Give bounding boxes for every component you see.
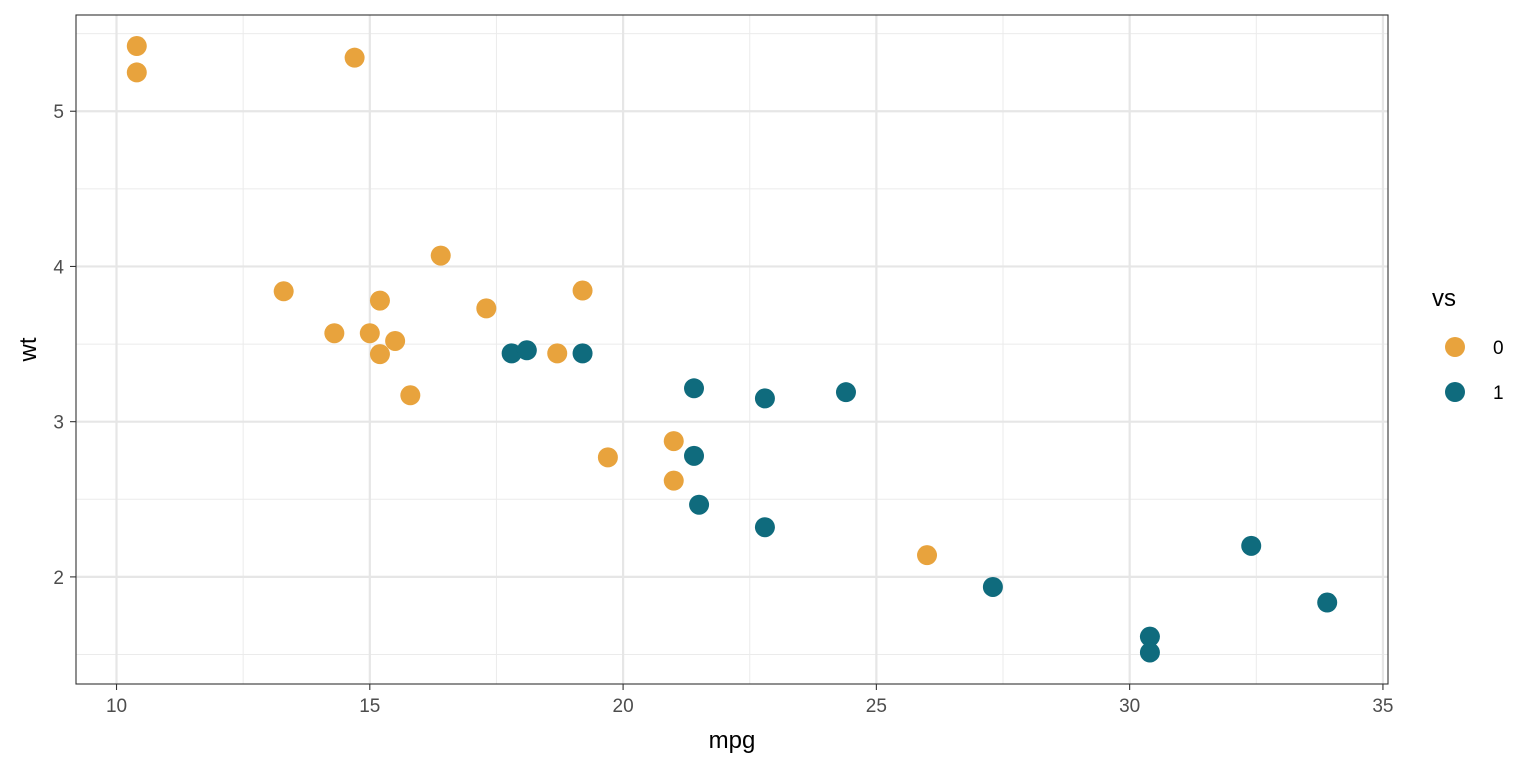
x-tick-label: 25 [866,696,887,717]
y-tick-label: 4 [53,257,64,278]
data-point-vs-0 [400,385,421,406]
x-tick-label: 15 [359,696,380,717]
data-point-vs-0 [572,280,593,301]
data-point-vs-0 [126,36,147,57]
data-point-vs-1 [982,576,1003,597]
x-axis-ticks: 10 15 20 25 30 35 [106,684,1394,717]
data-point-vs-1 [1139,642,1160,663]
data-point-vs-1 [689,494,710,515]
data-point-vs-1 [754,517,775,538]
data-point-vs-0 [597,447,618,468]
legend-label-1: 1 [1493,383,1504,404]
data-point-vs-0 [547,343,568,364]
x-axis-title: mpg [709,727,756,754]
data-point-vs-0 [273,281,294,302]
y-tick-label: 2 [53,568,64,589]
y-axis-title: wt [15,337,42,362]
data-point-vs-0 [476,298,497,319]
data-point-vs-1 [684,378,705,399]
data-point-vs-1 [835,382,856,403]
x-tick-label: 10 [106,696,127,717]
minor-grid [76,15,1388,684]
data-point-vs-0 [385,330,406,351]
y-tick-label: 5 [53,102,64,123]
data-point-vs-0 [344,47,365,68]
data-point-vs-0 [324,323,345,344]
legend: vs 0 1 [1432,285,1504,404]
data-point-vs-1 [1317,592,1338,613]
data-point-vs-0 [369,344,390,365]
data-point-vs-1 [684,445,705,466]
y-tick-label: 3 [53,413,64,434]
data-point-vs-1 [516,340,537,361]
data-point-vs-0 [663,431,684,452]
data-point-vs-0 [369,290,390,311]
legend-key-1 [1445,382,1465,402]
y-axis-ticks: 2 3 4 5 [53,102,76,589]
x-tick-label: 30 [1119,696,1140,717]
data-point-vs-1 [572,343,593,364]
plot-panel-border [75,14,1389,685]
data-point-vs-0 [430,245,451,266]
data-point-vs-1 [754,388,775,409]
data-point-vs-0 [126,62,147,83]
x-tick-label: 20 [613,696,634,717]
legend-title: vs [1432,285,1456,312]
data-point-vs-1 [501,343,522,364]
data-points [126,36,1338,663]
data-point-vs-0 [917,545,938,566]
major-grid [76,15,1388,684]
data-point-vs-0 [359,323,380,344]
data-point-vs-0 [663,470,684,491]
data-point-vs-1 [1139,626,1160,647]
legend-key-0 [1445,337,1465,357]
x-tick-label: 35 [1372,696,1393,717]
legend-label-0: 0 [1493,338,1504,359]
data-point-vs-1 [1241,535,1262,556]
